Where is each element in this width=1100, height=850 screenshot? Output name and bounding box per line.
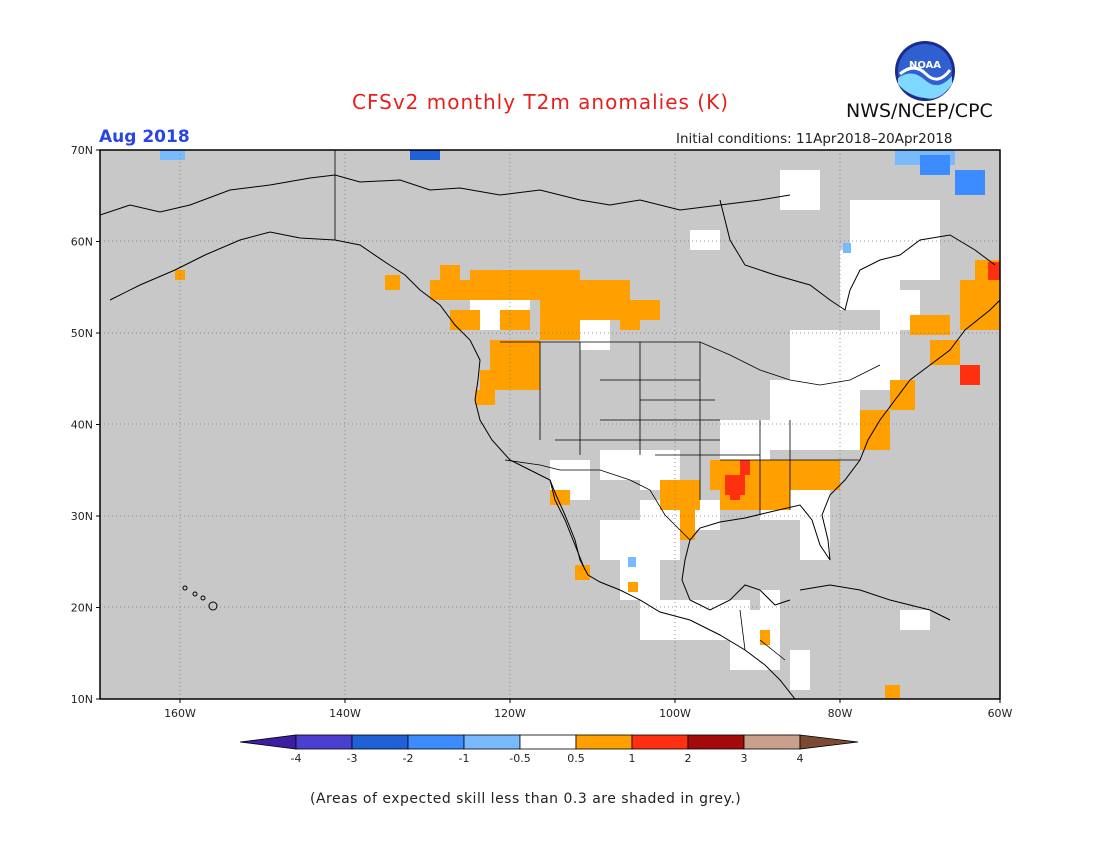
skill-note: (Areas of expected skill less than 0.3 a… [310, 791, 742, 807]
legend-label: 4 [797, 752, 804, 765]
lat-label: 20N [71, 602, 93, 615]
legend-swatch [631, 734, 689, 750]
legend-swatch [575, 734, 633, 750]
initial-conditions: Initial conditions: 11Apr2018–20Apr2018 [676, 131, 953, 147]
legend-label: -0.5 [509, 752, 530, 765]
lon-label: 140W [329, 707, 361, 720]
cool-anomaly-regions [160, 150, 985, 567]
boundaries [334, 150, 881, 661]
lat-label: 60N [71, 236, 93, 249]
legend-label: -2 [403, 752, 414, 765]
legend-swatch [743, 734, 801, 750]
legend-swatch [519, 734, 577, 750]
lon-label: 160W [164, 707, 196, 720]
lat-label: 10N [71, 693, 93, 706]
noaa-logo: NOAA [895, 41, 955, 101]
legend-swatch [239, 734, 297, 750]
hawaii [182, 585, 218, 611]
chart-title: CFSv2 monthly T2m anomalies (K) [352, 90, 729, 114]
lon-label: 80W [828, 707, 853, 720]
agency-label: NWS/NCEP/CPC [846, 100, 993, 122]
legend-swatch [407, 734, 465, 750]
lat-label: 30N [71, 510, 93, 523]
longitude-labels: 160W 140W 120W 100W 80W 60W [164, 699, 1013, 720]
hot-anomaly-regions [725, 262, 1000, 500]
latitude-labels: 70N 60N 50N 40N 30N 20N 10N [71, 144, 100, 706]
legend-swatch [463, 734, 521, 750]
legend-swatch [295, 734, 353, 750]
lon-label: 100W [659, 707, 691, 720]
lon-label: 120W [494, 707, 526, 720]
legend-label: -4 [291, 752, 302, 765]
coastlines [100, 174, 1000, 699]
legend-label: 3 [741, 752, 748, 765]
legend-label: 1 [629, 752, 636, 765]
lat-label: 40N [71, 419, 93, 432]
legend-label: -3 [347, 752, 358, 765]
legend-label: 0.5 [567, 752, 585, 765]
lat-label: 50N [71, 327, 93, 340]
legend-label: 2 [685, 752, 692, 765]
lat-label: 70N [71, 144, 93, 157]
near-normal-regions [470, 170, 940, 690]
warm-anomaly-regions [175, 260, 1000, 699]
forecast-period: Aug 2018 [99, 127, 190, 147]
logo-text: NOAA [909, 60, 941, 71]
lon-label: 60W [988, 707, 1013, 720]
legend-swatch [687, 734, 745, 750]
legend-label: -1 [459, 752, 470, 765]
legend-swatch [799, 734, 859, 750]
legend-swatch [351, 734, 409, 750]
